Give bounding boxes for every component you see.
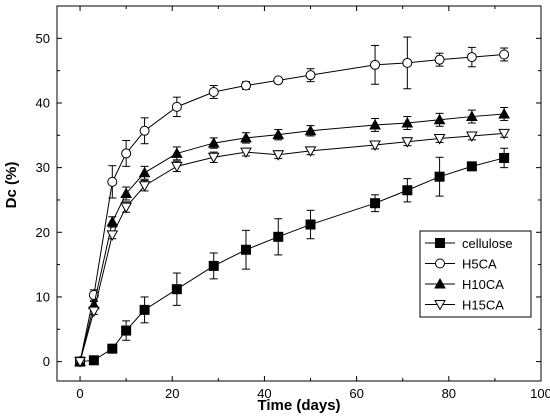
- data-point: [74, 357, 86, 368]
- legend-marker: [435, 238, 445, 248]
- axis-ticks: 0 20 40 60 80 100 0 10 20 30 40 50: [36, 6, 550, 401]
- data-point: [466, 131, 478, 142]
- data-point: [240, 244, 251, 255]
- legend-marker: [434, 300, 446, 311]
- data-point: [240, 131, 252, 143]
- data-point: [138, 181, 151, 192]
- data-point: [208, 86, 219, 97]
- data-point: [121, 325, 132, 336]
- data-point: [171, 101, 182, 112]
- x-tick-label: 100: [530, 386, 550, 401]
- data-point: [170, 147, 183, 158]
- data-point: [208, 260, 219, 271]
- data-point: [466, 110, 478, 122]
- data-point: [304, 146, 317, 157]
- data-point: [402, 57, 413, 68]
- data-point: [240, 80, 251, 91]
- data-point: [138, 166, 151, 178]
- data-point: [401, 137, 414, 148]
- data-point: [139, 125, 150, 136]
- data-point: [120, 187, 132, 198]
- data-point: [499, 49, 510, 60]
- y-tick-label: 0: [43, 354, 50, 369]
- data-point: [370, 59, 381, 70]
- data-point: [88, 306, 100, 318]
- data-point: [370, 198, 381, 209]
- data-point: [272, 150, 285, 161]
- legend-marker: [435, 258, 445, 269]
- legend-label: H5CA: [462, 257, 497, 272]
- data-point: [106, 230, 119, 241]
- data-point: [170, 161, 183, 173]
- data-point: [402, 185, 413, 196]
- plot-frame: [56, 5, 542, 382]
- x-tick-label: 80: [442, 386, 456, 401]
- legend-marker: [434, 277, 446, 289]
- x-tick-label: 0: [76, 386, 83, 401]
- x-tick-label: 20: [165, 386, 179, 401]
- data-point: [139, 304, 150, 315]
- data-point: [305, 219, 316, 230]
- data-point: [107, 343, 118, 354]
- y-tick-label: 50: [36, 31, 50, 46]
- data-point: [369, 118, 381, 130]
- data-point: [434, 54, 445, 65]
- data-point: [433, 134, 446, 145]
- x-tick-label: 60: [349, 386, 363, 401]
- data-point: [240, 147, 252, 159]
- y-tick-label: 20: [36, 225, 50, 240]
- data-point: [498, 128, 510, 140]
- data-point: [499, 152, 510, 163]
- data-point: [207, 137, 220, 148]
- x-tick-label: 40: [257, 386, 271, 401]
- series-h15ca: [74, 128, 510, 368]
- data-point: [304, 124, 317, 136]
- data-point: [107, 176, 118, 187]
- data-point: [120, 202, 132, 214]
- y-tick-label: 30: [36, 160, 50, 175]
- y-tick-label: 40: [36, 95, 50, 110]
- data-point: [466, 161, 477, 172]
- data-point: [433, 113, 446, 125]
- legend-label: H10CA: [462, 277, 504, 292]
- y-axis-title: Dc (%): [3, 162, 20, 209]
- data-point: [273, 231, 284, 242]
- data-point: [273, 75, 284, 86]
- legend: cellulose H5CA H10CA H15CA: [419, 230, 532, 318]
- legend-label: H15CA: [462, 298, 504, 313]
- data-point: [207, 152, 220, 164]
- data-point: [305, 70, 316, 81]
- data-point: [466, 52, 477, 63]
- data-point: [272, 128, 285, 140]
- legend-label: cellulose: [462, 236, 513, 251]
- data-point: [498, 107, 510, 119]
- x-axis-title: Time (days): [257, 397, 340, 414]
- series-layer: [74, 36, 510, 368]
- data-point: [121, 148, 132, 159]
- data-point: [369, 140, 381, 152]
- y-tick-label: 10: [36, 289, 50, 304]
- data-point: [434, 171, 445, 182]
- plot-border: [56, 5, 542, 382]
- data-point: [171, 284, 182, 295]
- data-point: [88, 355, 99, 366]
- data-point: [106, 215, 119, 227]
- data-point: [401, 116, 414, 128]
